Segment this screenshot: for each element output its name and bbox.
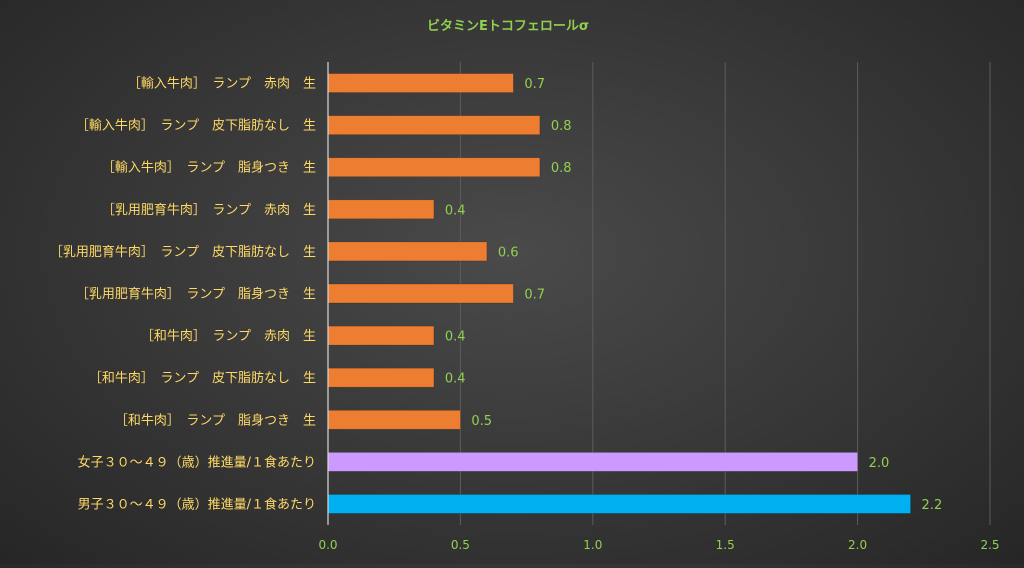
grid-lines [459, 62, 991, 525]
bar [327, 73, 514, 93]
data-label: 2.2 [922, 498, 943, 513]
x-axis-ticks: 0.0 0.5 1.0 1.5 2.0 2.5 [318, 538, 999, 552]
bar [327, 115, 541, 135]
data-labels: 0.7 0.8 0.8 0.4 0.6 0.7 0.4 0.4 0.5 2.0 2.2 [445, 77, 942, 513]
data-label: 0.7 [524, 77, 545, 92]
x-tick-label: 1.0 [583, 538, 602, 552]
category-label: ［和牛肉］ ランプ 脂身つき 生 [115, 412, 316, 428]
data-label: 0.5 [471, 414, 492, 429]
data-label: 0.7 [524, 288, 545, 303]
bar [327, 241, 488, 262]
category-label: ［乳用肥育牛肉］ ランプ 脂身つき 生 [76, 286, 316, 302]
category-label: ［和牛肉］ ランプ 赤肉 生 [141, 329, 316, 344]
category-label: ［輸入牛肉］ ランプ 皮下脂肪なし 生 [76, 118, 316, 134]
bar [327, 325, 435, 346]
bar [327, 410, 461, 430]
bar [327, 494, 911, 514]
x-tick-label: 2.5 [980, 538, 999, 552]
data-label: 0.4 [445, 203, 466, 218]
bar [327, 367, 435, 388]
category-label: ［輸入牛肉］ ランプ 赤肉 生 [128, 77, 316, 92]
data-label: 0.4 [445, 330, 466, 345]
category-label: ［乳用肥育牛肉］ ランプ 皮下脂肪なし 生 [50, 244, 316, 260]
bar [327, 157, 541, 177]
bar [327, 199, 435, 220]
category-label: ［和牛肉］ ランプ 皮下脂肪なし 生 [89, 370, 316, 386]
data-label: 0.8 [551, 161, 572, 176]
data-label: 2.0 [869, 456, 890, 471]
x-tick-label: 1.5 [716, 538, 735, 552]
x-tick-label: 0.0 [318, 538, 337, 552]
bar [327, 283, 514, 304]
bar [327, 452, 858, 472]
data-label: 0.8 [551, 119, 572, 134]
category-label: 男子３０～４９（歳）推進量/１食あたり [78, 496, 316, 512]
category-label: ［輸入牛肉］ ランプ 脂身つき 生 [102, 160, 316, 176]
bars [327, 73, 911, 514]
category-labels: ［輸入牛肉］ ランプ 赤肉 生 ［輸入牛肉］ ランプ 皮下脂肪なし 生 ［輸入牛肉］… [50, 77, 316, 513]
x-tick-label: 0.5 [451, 538, 470, 552]
category-label: ［乳用肥育牛肉］ ランプ 赤肉 生 [102, 202, 316, 218]
data-label: 0.6 [498, 245, 519, 260]
chart-title: ビタミンEトコフェロールσ [427, 18, 589, 34]
category-label: 女子３０～４９（歳）推進量/１食あたり [78, 454, 316, 470]
data-label: 0.4 [445, 372, 466, 387]
x-tick-label: 2.0 [848, 538, 867, 552]
